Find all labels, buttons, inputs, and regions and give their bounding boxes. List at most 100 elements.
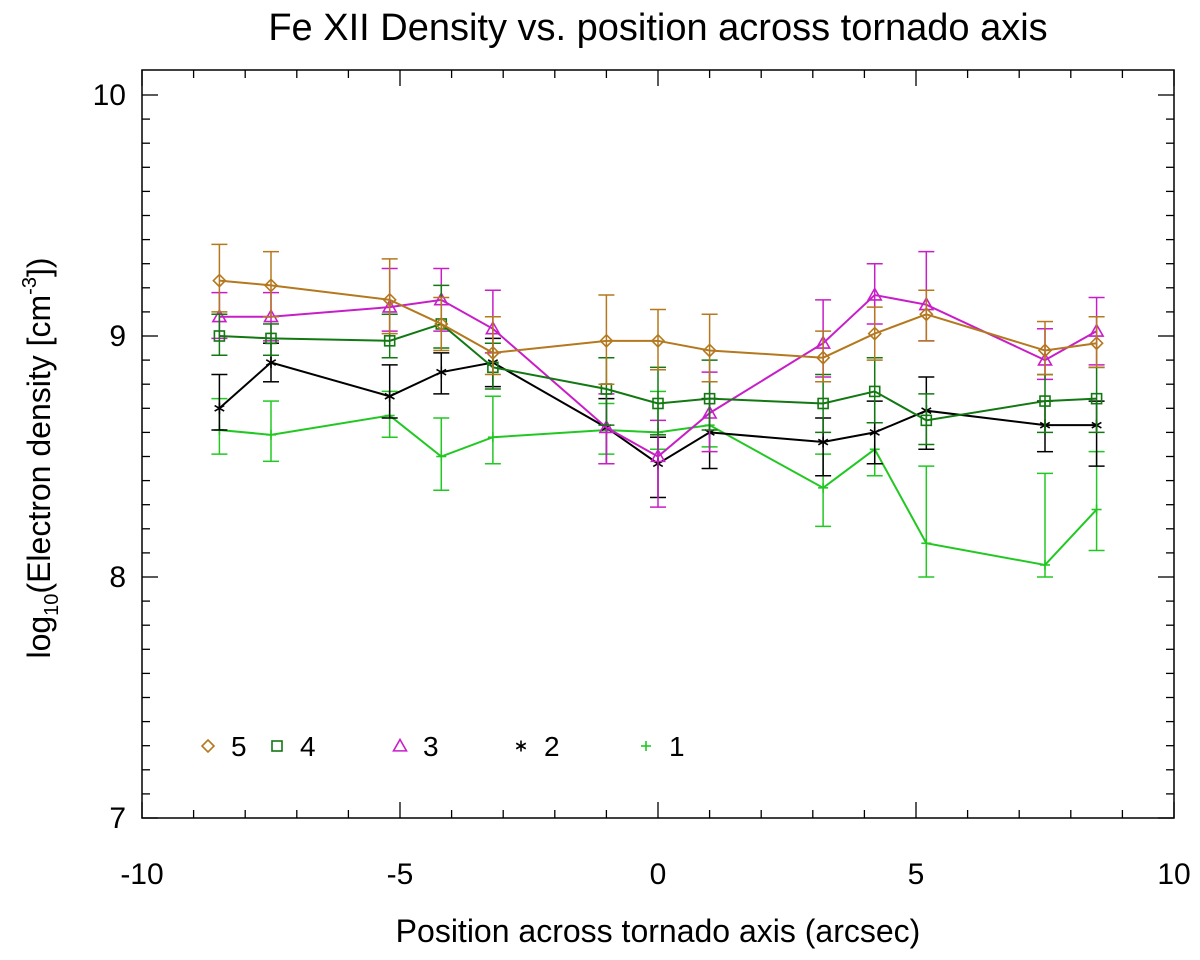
- data-point-square: [817, 397, 829, 410]
- error-bar: [484, 315, 501, 376]
- series-5: [211, 243, 1105, 385]
- legend-label: 5: [231, 731, 247, 762]
- series-line-4: [219, 322, 1097, 422]
- error-bar: [598, 294, 615, 385]
- data-point-diamond: [919, 307, 934, 322]
- data-point-diamond: [650, 333, 666, 348]
- legend: 5 4 3 2 1: [200, 731, 685, 762]
- asterisk-stroke: [265, 359, 277, 366]
- data-point-square: [1039, 395, 1051, 407]
- series-line-5: [219, 279, 1097, 359]
- data-point-plus: [266, 429, 276, 440]
- legend-label: 3: [423, 731, 439, 762]
- data-point-square: [652, 397, 664, 410]
- x-tick-label: -10: [120, 858, 163, 891]
- error-bar: [263, 250, 279, 318]
- data-point-square: [868, 385, 881, 398]
- asterisk-stroke: [515, 742, 527, 750]
- legend-item-2: 2: [515, 731, 560, 762]
- error-bar: [1037, 472, 1053, 578]
- error-bar: [918, 465, 935, 578]
- data-point-asterisk: [265, 357, 277, 369]
- error-bar: [815, 330, 832, 383]
- legend-marker-square: [271, 740, 283, 752]
- plot-frame: [141, 69, 1175, 819]
- data-point-square: [213, 330, 226, 342]
- legend-marker-asterisk: [515, 740, 527, 752]
- data-point-triangle: [263, 308, 279, 323]
- asterisk-stroke: [869, 428, 880, 436]
- data-point-diamond: [1089, 336, 1104, 351]
- asterisk-stroke: [214, 404, 225, 412]
- legend-item-5: 5: [200, 731, 247, 762]
- x-tick-label: 10: [1157, 858, 1190, 891]
- legend-marker-diamond: [200, 738, 216, 754]
- data-point-plus: [921, 538, 932, 549]
- asterisk-stroke: [384, 392, 395, 400]
- data-point-plus: [818, 482, 829, 493]
- y-axis-label-prefix: log: [21, 616, 57, 659]
- error-bar: [918, 393, 935, 446]
- y-tick-label: 8: [109, 561, 126, 594]
- x-axis-label: Position across tornado axis (arcsec): [396, 913, 921, 949]
- data-point-square: [920, 414, 933, 427]
- legend-item-3: 3: [392, 731, 439, 762]
- y-axis-label-superscript: -3: [19, 277, 41, 295]
- data-point-diamond: [599, 333, 614, 348]
- data-point-plus: [487, 432, 498, 443]
- asterisk-stroke: [817, 438, 829, 446]
- data-point-diamond: [867, 326, 882, 341]
- data-point-diamond: [263, 278, 279, 293]
- data-point-asterisk: [214, 402, 225, 414]
- legend-label: 1: [669, 731, 685, 762]
- data-point-diamond: [434, 316, 449, 332]
- legend-marker-plus: [641, 741, 651, 751]
- data-point-asterisk: [817, 436, 829, 448]
- legend-label: 2: [544, 731, 560, 762]
- data-point-triangle: [598, 419, 615, 434]
- error-bar: [650, 308, 666, 371]
- error-bar: [484, 395, 501, 465]
- y-axis-label-suffix: ]): [21, 257, 57, 277]
- data-point-asterisk: [869, 426, 880, 438]
- data-point-plus: [1091, 504, 1102, 515]
- asterisk-stroke: [436, 368, 447, 376]
- error-bar: [211, 373, 228, 431]
- y-tick-label: 10: [93, 79, 126, 112]
- y-axis-label-middle: (Electron density [cm: [21, 295, 57, 594]
- chart-title: Fe XII Density vs. position across torna…: [268, 7, 1047, 49]
- data-point-plus: [436, 451, 447, 462]
- data-point-square: [265, 332, 277, 345]
- data-point-diamond: [1037, 343, 1053, 358]
- data-series: [211, 243, 1105, 578]
- data-point-square: [383, 335, 396, 347]
- legend-item-1: 1: [641, 731, 685, 762]
- error-bar: [211, 313, 228, 357]
- data-point-diamond: [212, 273, 227, 288]
- data-point-square: [703, 392, 716, 405]
- error-bar: [263, 323, 279, 357]
- legend-item-4: 4: [271, 731, 316, 762]
- y-axis-label-subscript: 10: [41, 594, 63, 616]
- error-bar: [1088, 315, 1105, 369]
- error-bar: [701, 313, 718, 383]
- data-point-diamond: [382, 292, 397, 307]
- error-bar: [381, 258, 398, 335]
- data-point-triangle: [650, 448, 666, 463]
- x-tick-label: -5: [387, 858, 414, 891]
- data-point-square: [1090, 392, 1103, 405]
- data-point-triangle: [866, 286, 883, 301]
- y-tick-label: 7: [109, 802, 126, 835]
- y-axis-label: log10(Electron density [cm-3]): [19, 257, 63, 658]
- data-point-diamond: [815, 350, 831, 365]
- legend-marker-triangle: [392, 737, 408, 752]
- data-point-asterisk: [436, 366, 447, 378]
- error-bar: [918, 289, 935, 342]
- data-point-plus: [1040, 559, 1050, 570]
- data-point-diamond: [485, 345, 501, 361]
- x-tick-label: 0: [650, 858, 667, 891]
- error-bar: [1037, 320, 1053, 376]
